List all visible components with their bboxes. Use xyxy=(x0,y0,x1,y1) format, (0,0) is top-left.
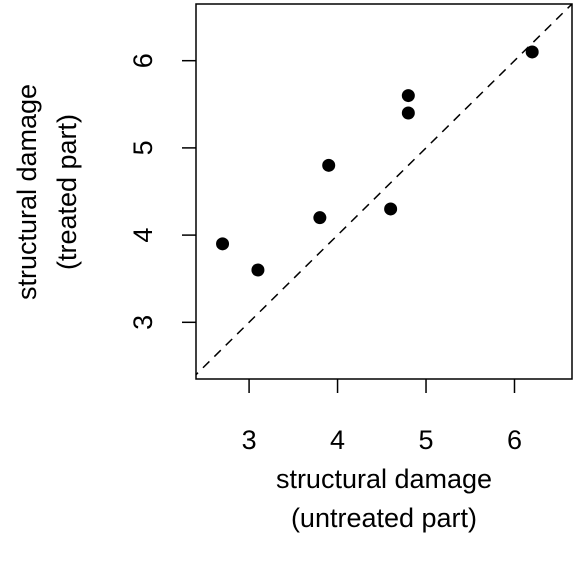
x-tick-label-3: 3 xyxy=(242,425,257,455)
y-tick-label-3: 3 xyxy=(128,315,158,330)
y-tick-label-4: 4 xyxy=(128,228,158,243)
data-point-1 xyxy=(216,237,230,251)
data-point-8 xyxy=(525,45,539,59)
data-point-3 xyxy=(313,211,327,225)
y-axis-ticks: 3 4 5 6 xyxy=(128,53,196,330)
plot-frame xyxy=(195,3,573,380)
x-tick-label-4: 4 xyxy=(330,425,345,455)
y-axis-label-line-1: structural damage xyxy=(12,84,42,300)
x-tick-label-6: 6 xyxy=(507,425,522,455)
y-axis-label-line-2: (treated part) xyxy=(52,114,82,270)
x-axis-label-line-1: structural damage xyxy=(276,464,492,494)
y-tick-label-5: 5 xyxy=(128,140,158,155)
data-point-6 xyxy=(401,106,415,120)
x-axis-ticks: 3 4 5 6 xyxy=(242,379,522,455)
x-axis-label-line-2: (untreated part) xyxy=(291,503,477,533)
x-tick-label-5: 5 xyxy=(419,425,434,455)
data-point-7 xyxy=(401,89,415,103)
data-point-2 xyxy=(251,263,265,277)
data-point-4 xyxy=(322,158,336,172)
data-point-5 xyxy=(384,202,398,216)
data-points xyxy=(216,45,539,277)
identity-reference-line xyxy=(196,4,572,376)
y-tick-label-6: 6 xyxy=(128,53,158,68)
